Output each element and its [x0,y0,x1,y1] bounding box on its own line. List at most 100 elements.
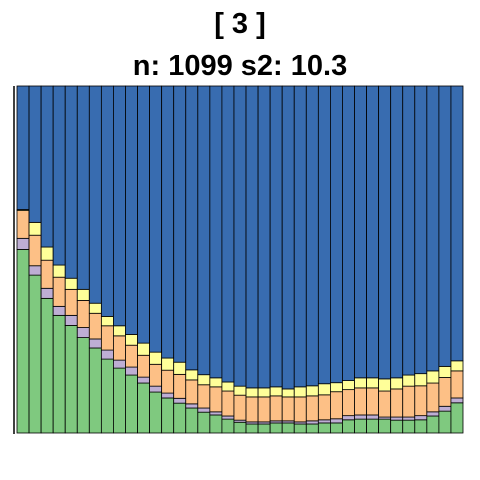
bar-segment-green-9 [113,367,126,434]
bar-segment-green-8 [100,358,114,434]
bar-segment-yellow-27 [330,382,343,393]
bar-segment-green-5 [64,325,78,434]
bar-segment-yellow-9 [113,325,126,337]
bar-segment-purple-5 [64,314,78,326]
bar-segment-yellow-12 [149,351,163,365]
bar-segment-orange-1 [16,210,30,239]
bar-segment-orange-36 [438,377,452,407]
bar-segment-purple-28 [342,415,355,421]
bar-segment-orange-29 [354,387,367,416]
bar-segment-orange-8 [100,325,114,351]
bar-segment-yellow-29 [354,377,367,389]
bar-segment-purple-29 [354,414,367,420]
bar-segment-purple-12 [149,385,163,393]
bar-segment-yellow-7 [88,302,102,314]
chart-title: [ 3 ] [214,8,266,40]
bar-segment-purple-8 [100,349,114,360]
bar-segment-blue-28 [342,85,355,382]
bar-segment-orange-30 [366,387,380,416]
bar-segment-orange-16 [197,384,211,409]
bar-segment-yellow-32 [390,377,404,390]
bar-segment-green-15 [185,407,199,434]
bar-segment-green-34 [414,419,428,434]
bar-segment-blue-34 [414,85,428,375]
bar-segment-purple-18 [221,415,235,420]
bar-segment-green-7 [88,347,102,434]
bar-segment-green-13 [161,397,175,434]
bar-segment-green-26 [317,422,331,434]
bar-segment-purple-30 [366,414,380,420]
bar-segment-orange-31 [378,390,392,418]
bar-segment-blue-37 [450,85,464,362]
bars-group [16,85,464,434]
bar-segment-blue-23 [281,85,295,390]
bar-segment-orange-15 [185,379,199,405]
bar-segment-blue-19 [233,85,247,387]
bar-segment-yellow-28 [342,380,355,391]
bar-segment-purple-2 [28,265,42,276]
bar-segment-green-17 [209,414,223,434]
bar-segment-green-4 [52,314,66,434]
bar-segment-purple-3 [40,287,54,299]
bar-segment-purple-26 [317,419,331,424]
bar-segment-blue-31 [378,85,392,380]
bar-segment-blue-6 [76,85,90,290]
bar-segment-blue-27 [330,85,343,384]
bar-segment-orange-12 [149,363,163,387]
bar-segment-green-36 [438,410,452,434]
bar-segment-yellow-33 [402,374,416,387]
bar-segment-orange-19 [233,394,247,421]
bar-segment-purple-13 [161,392,175,399]
bar-segment-yellow-35 [426,370,440,384]
bar-segment-orange-13 [161,369,175,394]
bar-segment-yellow-31 [378,378,392,392]
bar-segment-green-25 [305,423,319,434]
bar-segment-orange-27 [330,391,343,420]
bar-segment-blue-5 [64,85,78,279]
bar-segment-purple-35 [426,411,440,417]
bar-segment-purple-9 [113,359,126,369]
bar-segment-orange-10 [125,344,138,368]
bar-segment-blue-7 [88,85,102,304]
bar-segment-yellow-6 [76,288,90,301]
bar-segment-green-20 [245,423,259,434]
bar-segment-blue-4 [52,85,66,266]
bar-segment-green-31 [378,418,392,434]
bar-segment-blue-20 [245,85,259,389]
bar-segment-orange-20 [245,396,259,423]
bar-segment-yellow-8 [100,316,114,327]
bar-segment-green-22 [269,422,283,434]
bar-segment-blue-26 [317,85,331,385]
bar-segment-green-10 [125,374,138,434]
bar-segment-blue-29 [354,85,367,379]
bar-segment-orange-17 [209,386,223,413]
bar-segment-green-21 [257,423,271,434]
bar-segment-orange-4 [52,276,66,307]
bar-segment-green-35 [426,415,440,434]
bar-segment-green-23 [281,422,295,434]
bar-segment-yellow-37 [450,360,464,372]
bar-segment-orange-25 [305,395,319,422]
bar-segment-purple-10 [125,366,138,376]
bar-segment-green-33 [402,419,416,434]
bar-segment-yellow-13 [161,357,175,371]
bar-segment-blue-15 [185,85,199,371]
bar-segment-orange-32 [390,388,404,418]
bar-segment-green-6 [76,337,90,434]
bar-segment-yellow-25 [305,385,319,397]
bar-segment-orange-35 [426,382,440,413]
bar-segment-purple-34 [414,415,428,421]
bar-segment-purple-36 [438,405,452,412]
bar-segment-orange-28 [342,389,355,417]
bar-segment-blue-17 [209,85,223,379]
bar-segment-purple-7 [88,338,102,349]
bar-segment-purple-1 [16,237,30,250]
bar-segment-yellow-22 [269,386,283,397]
bar-segment-green-19 [233,421,247,434]
bar-segment-green-37 [450,402,464,434]
bar-segment-green-24 [293,423,307,434]
bar-segment-yellow-23 [281,388,295,398]
bar-segment-blue-1 [16,85,30,210]
bar-segment-orange-5 [64,288,78,316]
